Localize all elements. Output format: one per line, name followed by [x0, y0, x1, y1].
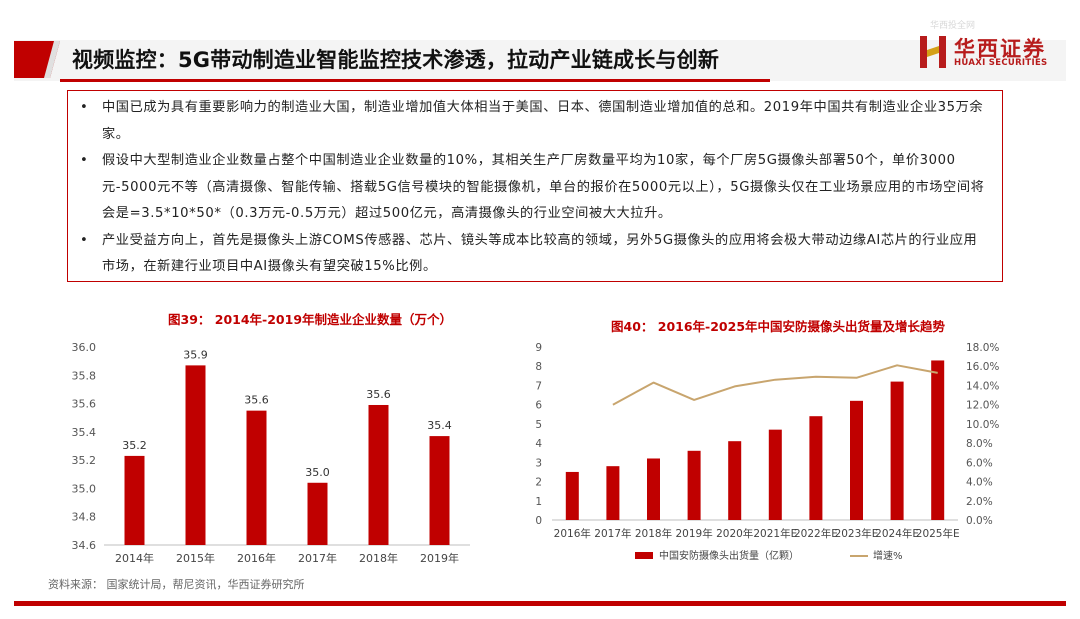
company-logo: 华西证券 HUAXI SECURITIES: [918, 36, 1058, 70]
watermark: 华西投全网: [930, 21, 976, 31]
logo-chinese-name: 华西证券: [954, 37, 1046, 61]
chart1-y-tick-label: 35.4: [72, 426, 97, 439]
chart2-y-left-tick-label: 4: [535, 438, 542, 450]
chart2-y-right-tick-label: 8.0%: [966, 438, 993, 450]
chart1-data-label: 35.6: [366, 388, 391, 401]
chart2-bar: [565, 471, 579, 520]
chart2-x-tick-label: 2022年E: [794, 527, 838, 540]
chart2-y-left-tick-label: 5: [535, 419, 542, 431]
chart2-x-tick-label: 2023年E: [835, 527, 879, 540]
chart2-y-right-tick-label: 6.0%: [966, 457, 993, 469]
chart2-bar: [809, 416, 823, 520]
header-strip: [14, 40, 1066, 81]
chart2-y-right-tick-label: 2.0%: [966, 496, 993, 508]
chart2-bar: [931, 360, 945, 520]
bullet-item: • 产业受益方向上，首先是摄像头上游COMS传感器、芯片、镜头等成本比较高的领域…: [78, 228, 988, 281]
chart1-y-tick-label: 35.2: [72, 454, 97, 467]
bullet-dot: •: [80, 232, 88, 248]
bullet-dot: •: [80, 153, 88, 168]
chart2-x-tick-label: 2016年: [554, 527, 591, 540]
chart1-bar: [124, 455, 145, 545]
chart2-y-left-tick-label: 9: [535, 342, 542, 354]
chart2-y-right-tick-label: 10.0%: [966, 419, 999, 431]
chart1-bar: [429, 436, 450, 545]
chart2-bar: [728, 441, 742, 520]
header-bar: [14, 40, 1066, 81]
chart2-bar: [768, 429, 782, 520]
chart2-y-right-tick-label: 16.0%: [966, 361, 999, 373]
chart2-y-right-tick-label: 14.0%: [966, 380, 999, 392]
chart1-y-tick-label: 34.6: [72, 539, 97, 552]
chart1-x-tick-label: 2018年: [359, 551, 398, 565]
chart2-y-left-tick-label: 6: [535, 400, 542, 412]
chart1-x-tick-label: 2016年: [237, 551, 276, 565]
source-note: 资料来源： 国家统计局，帮尼资讯，华西证券研究所: [48, 578, 305, 591]
chart2-x-tick-label: 2021年E: [753, 527, 797, 540]
summary-box: • 中国已成为具有重要影响力的制造业大国，制造业增加值大体相当于美国、日本、德国…: [67, 90, 1003, 282]
chart1-y-tick-label: 35.6: [72, 398, 97, 411]
chart2-x-tick-label: 2020年: [716, 527, 753, 540]
chart1-y-tick-label: 35.8: [72, 369, 97, 382]
chart2-y-right-tick-label: 4.0%: [966, 477, 993, 489]
chart2-camera-shipments: 0 1 2 3 4 5 6 7 8 9 0.0% 2.0% 4.0% 6.0% 8.0% 10.0% 12.0%…: [535, 342, 999, 562]
chart2-bar: [850, 400, 863, 520]
chart2-x-tick-label: 2025年E: [916, 527, 960, 540]
logo-english-name: HUAXI SECURITIES: [954, 58, 1048, 68]
chart2-bar: [606, 466, 620, 520]
page-title: 视频监控：5G带动制造业智能监控技术渗透，拉动产业链成长与创新: [72, 48, 720, 72]
chart1-data-label: 35.0: [305, 466, 330, 479]
chart2-legend-bar-swatch: [635, 552, 653, 559]
chart1-bar: [185, 365, 206, 545]
chart1-y-tick-label: 36.0: [72, 341, 97, 354]
chart2-x-tick-label: 2019年: [675, 527, 712, 540]
chart2-legend-bar-label: 中国安防摄像头出货量（亿颗）: [659, 549, 799, 562]
title-accent-shape: [14, 41, 60, 78]
chart1-x-tick-label: 2015年: [176, 551, 215, 565]
chart2-bar: [890, 381, 904, 520]
chart1-x-tick-label: 2017年: [298, 551, 337, 565]
chart2-x-tick-label: 2024年E: [875, 527, 919, 540]
chart1-bar: [246, 410, 267, 545]
chart1-y-tick-label: 35.0: [72, 482, 97, 495]
chart2-legend-line-label: 增速%: [873, 549, 903, 562]
chart2-y-right-tick-label: 0.0%: [966, 515, 993, 527]
chart2-title: 图40： 2016年-2025年中国安防摄像头出货量及增长趋势: [611, 319, 946, 334]
chart1-x-tick-label: 2019年: [420, 551, 459, 565]
bullet-text: 中国已成为具有重要影响力的制造业大国，制造业增加值大体相当于美国、日本、德国制造…: [102, 100, 984, 142]
chart1-y-tick-label: 34.8: [72, 511, 97, 524]
chart1-x-tick-label: 2014年: [115, 551, 154, 565]
chart1-data-label: 35.2: [122, 439, 147, 452]
chart2-growth-line: [612, 364, 938, 406]
chart2-x-tick-label: 2018年: [635, 527, 672, 540]
chart1-bar: [368, 404, 389, 545]
bottom-rule: [14, 601, 1066, 606]
chart2-y-left-tick-label: 2: [535, 477, 542, 489]
chart1-data-label: 35.6: [244, 394, 269, 407]
chart2-y-right-tick-label: 12.0%: [966, 400, 999, 412]
chart2-y-left-tick-label: 0: [535, 515, 542, 527]
chart1-title: 图39： 2014年-2019年制造业企业数量（万个）: [168, 312, 453, 327]
chart2-y-left-tick-label: 8: [535, 361, 542, 373]
chart1-enterprise-count: 34.6 34.8 35.0 35.2 35.4 35.6 35.8 36.0 35.2 2014…: [72, 341, 470, 565]
chart2-y-left-tick-label: 3: [535, 457, 542, 469]
chart2-y-left-tick-label: 7: [535, 380, 542, 392]
chart2-bar: [647, 458, 660, 520]
chart2-x-tick-label: 2017年: [594, 527, 631, 540]
chart1-bar: [307, 482, 328, 545]
bullet-item: • 假设中大型制造业企业数量占整个中国制造业企业数量的10%，其相关生产厂房数量…: [78, 148, 988, 228]
bullet-dot: •: [80, 100, 88, 115]
bullet-text: 产业受益方向上，首先是摄像头上游COMS传感器、芯片、镜头等成本比较高的领域，另…: [102, 232, 978, 275]
bullet-item: • 中国已成为具有重要影响力的制造业大国，制造业增加值大体相当于美国、日本、德国…: [78, 95, 988, 148]
chart1-data-label: 35.4: [427, 419, 452, 432]
bullet-text: 假设中大型制造业企业数量占整个中国制造业企业数量的10%，其相关生产厂房数量平均…: [102, 153, 985, 221]
chart2-y-right-tick-label: 18.0%: [966, 342, 999, 354]
title-underline: [60, 79, 770, 82]
chart1-data-label: 35.9: [183, 348, 208, 361]
huaxi-logo-mark-icon: [920, 36, 946, 68]
chart2-bar: [687, 450, 701, 520]
chart2-y-left-tick-label: 1: [535, 496, 542, 508]
